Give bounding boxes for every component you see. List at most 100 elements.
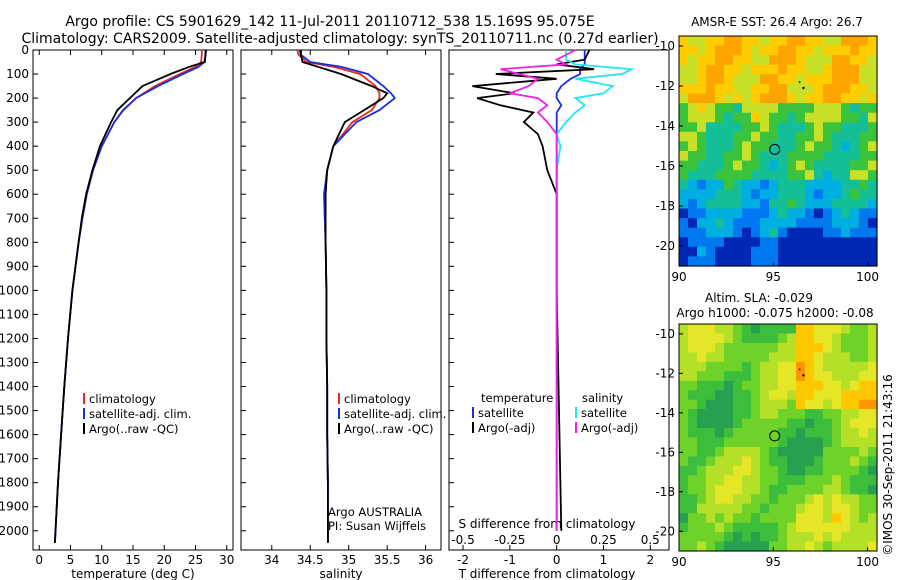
heatmap-cell (706, 55, 716, 66)
heatmap-cell (805, 256, 815, 267)
heatmap-cell (760, 371, 770, 382)
heatmap-cell (823, 93, 833, 104)
heatmap-cell (823, 447, 833, 458)
heatmap-cell (760, 246, 770, 257)
heatmap-cell (769, 151, 779, 162)
heatmap-cell (751, 151, 761, 162)
heatmap-cell (688, 409, 698, 420)
heatmap-cell (841, 418, 851, 429)
heatmap-cell (724, 64, 734, 75)
heatmap-cell (715, 198, 725, 210)
heatmap-cell (769, 437, 779, 448)
heatmap-cell (868, 64, 878, 75)
heatmap-cell (823, 122, 833, 133)
heatmap-cell (679, 122, 689, 133)
heatmap-cell (796, 532, 806, 543)
heatmap-cell (859, 541, 869, 552)
heatmap-cell (814, 380, 824, 391)
heatmap-cell (823, 399, 833, 410)
heatmap-cell (724, 74, 734, 85)
heatmap-cell (814, 437, 824, 448)
heatmap-cell (823, 227, 833, 238)
heatmap-cell (859, 246, 869, 257)
x-tick-label: 1 (600, 553, 608, 567)
heatmap-cell (697, 390, 707, 401)
heatmap-cell (796, 409, 806, 420)
heatmap-cell (769, 371, 779, 382)
heatmap-cell (850, 371, 860, 382)
heatmap-cell (796, 198, 806, 210)
heatmap-cell (697, 522, 707, 533)
heatmap-cell (715, 64, 725, 75)
heatmap-cell (823, 503, 833, 514)
heatmap-cell (778, 380, 788, 391)
heatmap-cell (796, 218, 806, 229)
s-tick-label: -0.5 (451, 533, 474, 547)
heatmap-cell (769, 160, 779, 171)
heatmap-cell (742, 513, 752, 524)
heatmap-cell (841, 484, 851, 495)
heatmap-cell (814, 324, 824, 335)
heatmap-cell (688, 237, 698, 248)
heatmap-cell (742, 456, 752, 467)
heatmap-cell (850, 503, 860, 514)
x-tick-label: 34.5 (297, 553, 324, 567)
heatmap-cell (760, 399, 770, 410)
x-tick-label: 95 (766, 270, 781, 284)
heatmap-cell (823, 380, 833, 391)
heatmap-cell (868, 122, 878, 133)
heatmap-cell (823, 74, 833, 85)
heatmap-cell (859, 342, 869, 353)
heatmap-cell (742, 371, 752, 382)
legend-item: climatology (344, 392, 411, 406)
s-tick-label: 0.25 (590, 533, 617, 547)
heatmap-cell (715, 465, 725, 476)
heatmap-cell (814, 342, 824, 353)
heatmap-cell (796, 36, 806, 47)
heatmap-cell (769, 237, 779, 248)
heatmap-cell (706, 93, 716, 104)
heatmap-cell (724, 112, 734, 123)
heatmap-cell (751, 418, 761, 429)
heatmap-cell (751, 218, 761, 229)
heatmap-cell (868, 428, 878, 439)
heatmap-cell (823, 189, 833, 200)
heatmap-cell (751, 522, 761, 533)
heatmap-cell (778, 189, 788, 200)
heatmap-cell (778, 237, 788, 248)
heatmap-cell (787, 122, 797, 133)
heatmap-cell (679, 36, 689, 47)
heatmap-cell (724, 141, 734, 152)
y-tick-label: 200 (6, 91, 29, 105)
heatmap-cell (733, 418, 743, 429)
heatmap-cell (859, 36, 869, 47)
heatmap-cell (850, 45, 860, 56)
heatmap-cell (859, 170, 869, 181)
heatmap-cell (715, 475, 725, 486)
heatmap-cell (850, 74, 860, 85)
heatmap-cell (796, 324, 806, 335)
heatmap-cell (715, 237, 725, 248)
y-tick-label: 500 (6, 163, 29, 177)
heatmap-cell (814, 227, 824, 238)
heatmap-cell (697, 333, 707, 344)
heatmap-cell (724, 218, 734, 229)
heatmap-cell (706, 131, 716, 142)
heatmap-cell (688, 45, 698, 56)
heatmap-cell (760, 64, 770, 75)
heatmap-cell (859, 418, 869, 429)
heatmap-cell (742, 160, 752, 171)
heatmap-cell (796, 45, 806, 56)
heatmap-cell (697, 36, 707, 47)
heatmap-cell (787, 380, 797, 391)
heatmap-cell (823, 475, 833, 486)
heatmap-cell (769, 380, 779, 391)
heatmap-cell (679, 74, 689, 85)
heatmap-cell (778, 170, 788, 181)
heatmap-cell (769, 465, 779, 476)
heatmap-cell (850, 237, 860, 248)
heatmap-cell (805, 342, 815, 353)
heatmap-cell (868, 532, 878, 543)
heatmap-cell (760, 428, 770, 439)
heatmap-cell (679, 103, 689, 114)
